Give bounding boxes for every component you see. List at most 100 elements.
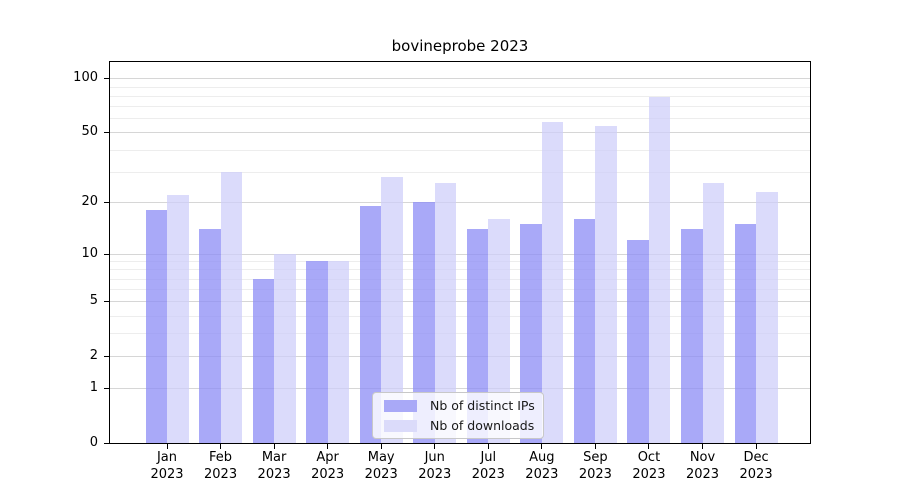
bar-downloads-feb: [220, 171, 243, 443]
bar-downloads-dec: [756, 191, 778, 443]
gridline-minor: [110, 118, 810, 120]
bar-distinct-ips-aug: [520, 223, 542, 443]
y-tick-label: 100: [73, 70, 98, 86]
y-tick-label: 2: [89, 348, 98, 364]
x-tick-label-year: 2023: [311, 466, 345, 482]
x-tick-mark: [166, 444, 168, 449]
y-tick-mark: [104, 388, 109, 390]
y-tick-label: 5: [89, 293, 98, 309]
bar-distinct-ips-jan: [145, 210, 167, 443]
legend: Nb of distinct IPs Nb of downloads: [372, 392, 544, 439]
y-tick-mark: [104, 202, 109, 204]
bar-downloads-nov: [702, 182, 724, 443]
bar-distinct-ips-may: [359, 206, 382, 443]
gridline-major: [110, 356, 810, 358]
x-tick-mark: [434, 444, 436, 449]
gridline-minor: [110, 278, 810, 280]
chart-title: bovineprobe 2023: [391, 37, 529, 55]
x-tick-label-month: Oct: [637, 450, 661, 465]
plot-area: [109, 61, 811, 444]
x-tick-mark: [648, 444, 650, 449]
legend-label: Nb of distinct IPs: [430, 398, 535, 413]
gridline-major: [110, 253, 810, 255]
x-tick-mark: [220, 444, 222, 449]
gridline-major: [110, 301, 810, 303]
bar-downloads-mar: [274, 253, 296, 443]
x-tick-label-month: Aug: [529, 450, 555, 465]
bar-downloads-may: [381, 176, 403, 443]
x-tick-label-year: 2023: [364, 466, 398, 482]
bar-downloads-jul: [488, 219, 510, 443]
x-tick-mark: [327, 444, 329, 449]
x-tick-label: Apr 2023: [298, 450, 358, 483]
bar-distinct-ips-dec: [734, 223, 757, 443]
y-tick-label: 20: [81, 194, 98, 210]
x-tick-label-year: 2023: [525, 466, 559, 482]
x-tick-mark: [755, 444, 757, 449]
x-tick-label-month: Apr: [316, 450, 339, 465]
y-tick-mark: [104, 253, 109, 255]
x-tick-label: Jan 2023: [137, 450, 197, 483]
x-tick-label: Mar 2023: [244, 450, 304, 483]
x-tick-label-year: 2023: [150, 466, 184, 482]
gridline-minor: [110, 149, 810, 151]
x-tick-label-year: 2023: [578, 466, 612, 482]
x-tick-label-month: Mar: [261, 450, 287, 465]
gridline-minor: [110, 106, 810, 108]
gridline-minor: [110, 315, 810, 317]
y-tick-mark: [104, 78, 109, 80]
x-tick-label-month: May: [367, 450, 395, 465]
x-tick-label-year: 2023: [418, 466, 452, 482]
y-tick-mark: [104, 356, 109, 358]
bar-downloads-jan: [167, 195, 189, 443]
x-tick-label: Nov 2023: [673, 450, 733, 483]
x-tick-label-month: Nov: [689, 450, 716, 465]
gridline-minor: [110, 333, 810, 335]
bar-distinct-ips-feb: [199, 229, 221, 443]
y-tick-label: 1: [89, 380, 98, 396]
x-tick-label-month: Dec: [743, 450, 769, 465]
bar-distinct-ips-sep: [573, 219, 596, 443]
bar-downloads-apr: [327, 261, 350, 443]
x-tick-mark: [273, 444, 275, 449]
gridline-minor: [110, 171, 810, 173]
y-tick-mark: [104, 301, 109, 303]
bar-downloads-jun: [434, 182, 457, 443]
bar-distinct-ips-apr: [306, 261, 328, 443]
gridline-major: [110, 388, 810, 390]
x-tick-label: Jul 2023: [458, 450, 518, 483]
x-tick-label: Sep 2023: [565, 450, 625, 483]
y-tick-label: 0: [89, 435, 98, 450]
legend-item: Nb of distinct IPs: [373, 398, 543, 413]
bar-distinct-ips-mar: [252, 278, 275, 443]
bar-distinct-ips-oct: [627, 240, 649, 443]
x-tick-label: Feb 2023: [191, 450, 251, 483]
x-tick-label-year: 2023: [471, 466, 505, 482]
y-tick-mark: [104, 443, 109, 444]
x-tick-label-year: 2023: [204, 466, 238, 482]
x-tick-label: Dec 2023: [726, 450, 786, 483]
x-tick-label: May 2023: [351, 450, 411, 483]
legend-swatch: [384, 419, 417, 432]
gridline-major: [110, 78, 810, 80]
y-tick-mark: [104, 132, 109, 134]
legend-swatch: [384, 399, 417, 412]
gridline-minor: [110, 95, 810, 97]
x-tick-mark: [594, 444, 596, 449]
x-tick-label-year: 2023: [632, 466, 666, 482]
y-tick-label: 50: [81, 124, 98, 140]
x-tick-label: Aug 2023: [512, 450, 572, 483]
x-tick-label-month: Feb: [209, 450, 233, 465]
bar-distinct-ips-jul: [466, 229, 489, 443]
x-tick-label-month: Jan: [156, 450, 178, 465]
x-tick-label-month: Jul: [480, 450, 497, 465]
gridline-minor: [110, 269, 810, 271]
x-tick-label-month: Jun: [424, 450, 445, 465]
x-tick-label: Oct 2023: [619, 450, 679, 483]
x-tick-label-year: 2023: [257, 466, 291, 482]
legend-label: Nb of downloads: [430, 418, 535, 433]
x-tick-mark: [702, 444, 703, 449]
x-tick-label-month: Sep: [583, 450, 608, 465]
x-tick-mark: [541, 444, 543, 449]
